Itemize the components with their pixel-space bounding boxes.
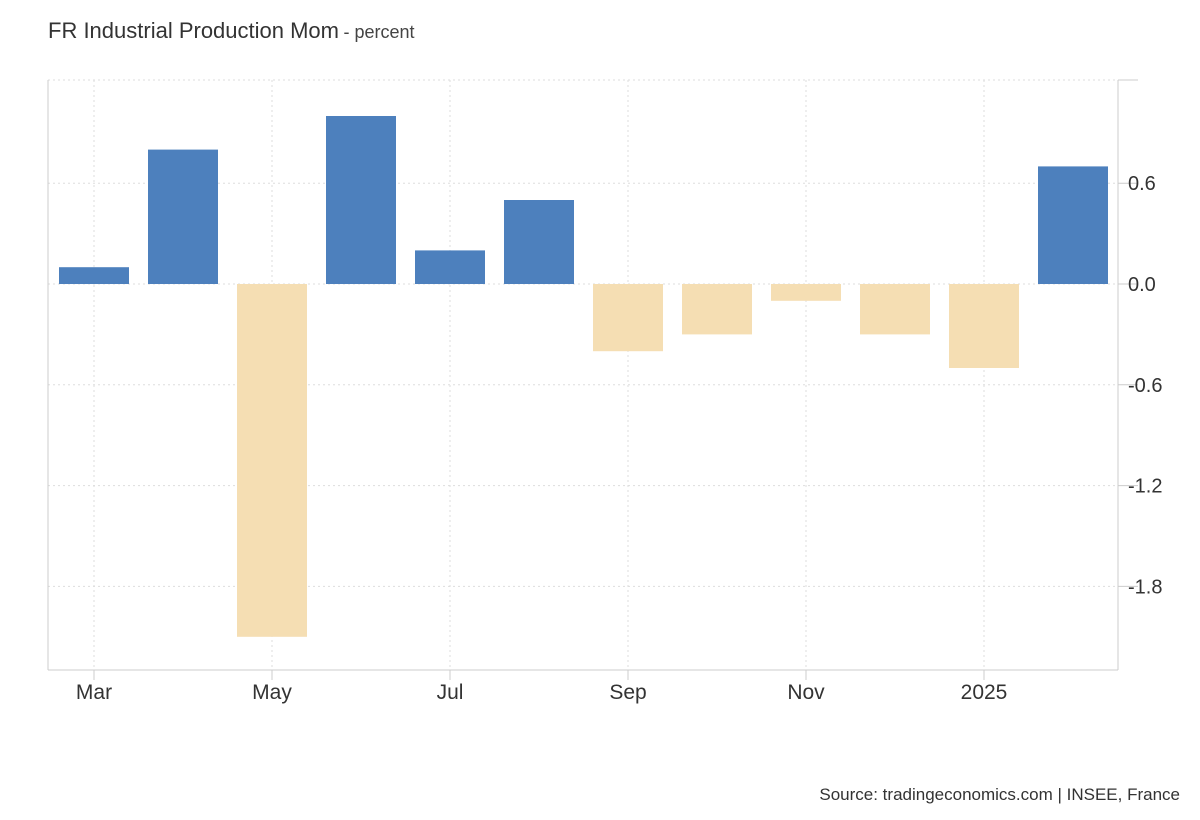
bar (504, 200, 574, 284)
y-tick-label: 0.6 (1128, 173, 1156, 195)
unit-label: - percent (343, 22, 415, 42)
bars (59, 116, 1108, 637)
x-axis-ticks: Mar May Jul Sep Nov 2025 (76, 681, 1007, 704)
x-tick-label: May (252, 681, 292, 704)
x-tick-label: 2025 (961, 681, 1008, 704)
bar (1038, 166, 1108, 284)
bar (237, 284, 307, 637)
source-note: Source: tradingeconomics.com | INSEE, Fr… (819, 785, 1180, 804)
y-tick-label: -0.6 (1128, 375, 1162, 397)
chart-title-text: FR Industrial Production Mom (48, 18, 339, 43)
bar (326, 116, 396, 284)
y-tick-label: -1.2 (1128, 476, 1162, 498)
bar (593, 284, 663, 352)
axes (47, 79, 1138, 680)
bar (59, 267, 129, 284)
x-tick-label: Sep (609, 681, 646, 704)
bar (860, 284, 930, 335)
bar (682, 284, 752, 335)
y-axis-ticks: 0.6 0.0 -0.6 -1.2 -1.8 (1128, 173, 1162, 598)
chart-title: FR Industrial Production Mom - percent (48, 18, 415, 44)
y-tick-label: 0.0 (1128, 274, 1156, 296)
bar (415, 250, 485, 284)
x-tick-label: Nov (787, 681, 825, 704)
x-tick-label: Jul (437, 681, 464, 704)
x-tick-label: Mar (76, 681, 112, 704)
bar (771, 284, 841, 301)
bar (148, 149, 218, 284)
bar (949, 284, 1019, 368)
y-tick-label: -1.8 (1128, 576, 1162, 598)
